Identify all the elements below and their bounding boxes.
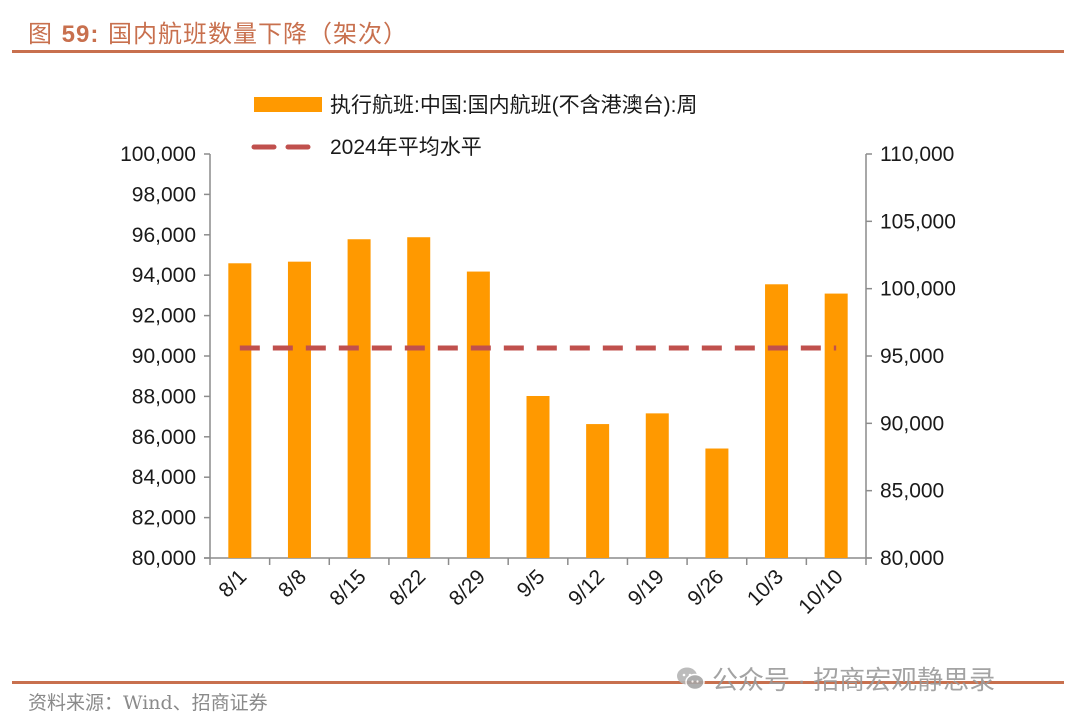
x-tick-label: 10/3 xyxy=(743,565,788,610)
bars xyxy=(228,237,848,558)
chart: 执行航班:中国:国内航班(不含港澳台):周 2024年平均水平 80,000 82… xyxy=(120,94,956,619)
x-tick-label: 9/12 xyxy=(564,565,609,610)
bar-8/29 xyxy=(466,271,490,558)
source-note: 资料来源：Wind、招商证券 xyxy=(28,692,268,714)
bar-9/12 xyxy=(586,424,610,558)
figure-title: 图 59: 国内航班数量下降（架次） xyxy=(28,14,408,49)
y-right-tick-label: 105,000 xyxy=(880,210,956,233)
bar-9/19 xyxy=(645,413,669,558)
y-left-tick-label: 88,000 xyxy=(132,385,196,408)
bar-9/5 xyxy=(526,395,550,558)
y-left-tick-label: 84,000 xyxy=(132,466,196,489)
bar-10/10 xyxy=(824,293,848,558)
y-right-tick-label: 100,000 xyxy=(880,278,956,301)
x-tick-label: 9/19 xyxy=(624,565,669,610)
watermark-text: 公众号 · 招商宏观静思录 xyxy=(712,665,996,695)
legend-label-bar: 执行航班:中国:国内航班(不含港澳台):周 xyxy=(330,94,698,117)
y-left-tick-label: 82,000 xyxy=(132,507,196,530)
wechat-icon xyxy=(676,666,706,692)
bar-8/8 xyxy=(287,261,311,558)
legend-swatch-bar xyxy=(254,97,322,112)
y-right-tick-label: 110,000 xyxy=(880,143,954,166)
y-left-tick-label: 96,000 xyxy=(132,224,196,247)
y-left-tick-label: 100,000 xyxy=(120,143,196,166)
x-tick-label: 8/29 xyxy=(445,565,490,610)
footer-divider xyxy=(12,681,1064,684)
bar-9/26 xyxy=(705,448,729,558)
y-left-tick-label: 90,000 xyxy=(132,345,196,368)
y-left-tick-label: 92,000 xyxy=(132,305,196,328)
bar-8/22 xyxy=(407,237,431,558)
x-tick-label: 9/5 xyxy=(513,565,550,602)
x-tick-label: 10/10 xyxy=(794,565,847,618)
watermark: 公众号 · 招商宏观静思录 xyxy=(676,660,995,697)
y-right-tick-label: 85,000 xyxy=(880,480,944,503)
x-tick-label: 8/8 xyxy=(274,565,311,602)
bar-10/3 xyxy=(765,284,789,558)
legend-label-line: 2024年平均水平 xyxy=(330,136,482,159)
x-tick-label: 9/26 xyxy=(683,565,728,610)
bar-8/15 xyxy=(347,239,371,558)
y-right-tick-label: 80,000 xyxy=(880,547,944,570)
x-tick-label: 8/22 xyxy=(385,565,430,610)
y-left-tick-label: 86,000 xyxy=(132,426,196,449)
figure-number: 59: xyxy=(61,21,100,48)
y-right-tick-label: 95,000 xyxy=(880,345,944,368)
x-tick-label: 8/1 xyxy=(214,565,251,602)
y-left-tick-label: 80,000 xyxy=(132,547,196,570)
bar-8/1 xyxy=(228,263,252,558)
figure-title-text: 图 59: 国内航班数量下降（架次） xyxy=(28,20,408,48)
y-right-tick-label: 90,000 xyxy=(880,412,944,435)
y-left-tick-label: 94,000 xyxy=(132,264,196,287)
x-tick-labels: 8/1 8/8 8/15 8/22 8/29 9/5 9/12 9/19 9/26 10/3 10/… xyxy=(214,565,847,618)
y-left-tick-label: 98,000 xyxy=(132,183,196,206)
x-tick-label: 8/15 xyxy=(325,565,370,610)
title-divider xyxy=(12,50,1064,53)
legend: 执行航班:中国:国内航班(不含港澳台):周 2024年平均水平 xyxy=(251,94,698,159)
axes: 80,000 82,000 84,000 86,000 88,000 90,000 92,0… xyxy=(120,143,956,570)
